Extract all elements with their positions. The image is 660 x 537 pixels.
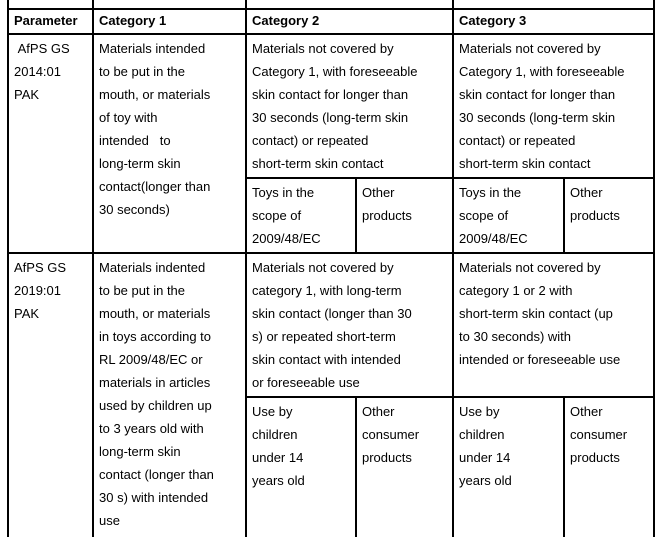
param-2014-cell: AfPS GS 2014:01 PAK <box>7 33 94 254</box>
gridline-stub <box>245 528 247 537</box>
gridline-stub <box>7 528 9 537</box>
cat2-2014-toys-cell: Toys in the scope of 2009/48/EC <box>245 177 357 254</box>
header-category-2: Category 2 <box>244 8 455 35</box>
cat3-2014-toys-cell: Toys in the scope of 2009/48/EC <box>452 177 566 254</box>
gridline-stub <box>563 528 565 537</box>
cat1-2014-cell: Materials intended to be put in the mout… <box>92 33 247 254</box>
gridline-stub <box>7 0 9 9</box>
cat3-2019-other-cell: Other consumer products <box>563 396 656 537</box>
header-category-3: Category 3 <box>452 8 656 35</box>
param-2019-cell: AfPS GS 2019:01 PAK <box>7 252 94 537</box>
gridline-stub <box>653 0 655 9</box>
gridline-stub <box>653 528 655 537</box>
parameters-table: Parameter Category 1 Category 2 Category… <box>7 8 656 537</box>
gridline-stub <box>92 0 94 9</box>
cat3-2014-other-cell: Other products <box>563 177 656 254</box>
cat2-2019-description-cell: Materials not covered by category 1, wit… <box>244 252 455 398</box>
cat2-2019-other-cell: Other consumer products <box>354 396 455 537</box>
cat2-2014-description-cell: Materials not covered by Category 1, wit… <box>244 33 455 179</box>
cat2-2014-other-cell: Other products <box>354 177 455 254</box>
gridline-stub <box>355 528 357 537</box>
cat3-2019-children-cell: Use by children under 14 years old <box>452 396 566 537</box>
gridline-stub <box>92 528 94 537</box>
table-row-2019-sub: Use by children under 14 years old Other… <box>8 396 656 537</box>
header-row: Parameter Category 1 Category 2 Category… <box>7 8 656 35</box>
cat3-2019-description-cell: Materials not covered by category 1 or 2… <box>452 252 656 398</box>
table-row-2014-main: AfPS GS 2014:01 PAK Materials intended t… <box>7 33 656 254</box>
cat1-2019-cell: Materials indented to be put in the mout… <box>92 252 247 537</box>
cat2-2019-children-cell: Use by children under 14 years old <box>245 396 357 537</box>
gridline-stub <box>452 528 454 537</box>
table-row-2014-sub: Toys in the scope of 2009/48/EC Other pr… <box>8 177 656 254</box>
header-parameter: Parameter <box>7 8 94 35</box>
header-category-1: Category 1 <box>92 8 247 35</box>
cat3-2014-description-cell: Materials not covered by Category 1, wit… <box>452 33 656 179</box>
table-row-2019-main: AfPS GS 2019:01 PAK Materials indented t… <box>7 252 656 537</box>
gridline-stub <box>452 0 454 9</box>
gridline-stub <box>245 0 247 9</box>
